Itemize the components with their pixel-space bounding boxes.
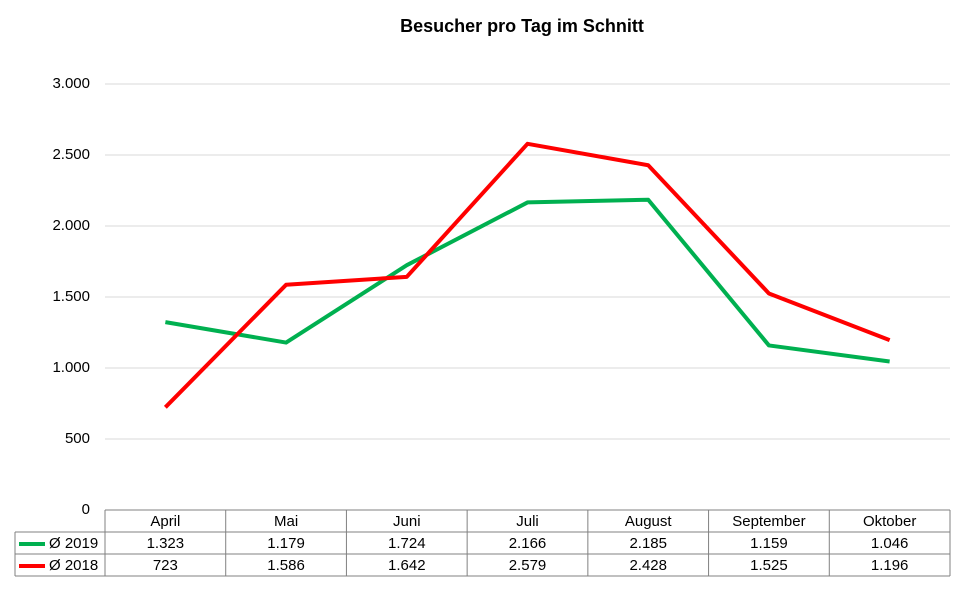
- y-tick-label: 3.000: [52, 75, 90, 92]
- chart-title: Besucher pro Tag im Schnitt: [400, 16, 644, 36]
- x-tick-label: Juni: [393, 513, 421, 530]
- y-tick-label: 2.500: [52, 146, 90, 163]
- legend-label: Ø 2019: [49, 535, 98, 552]
- data-label: 2.579: [509, 557, 547, 574]
- y-tick-label: 0: [82, 501, 90, 518]
- x-tick-label: April: [150, 513, 180, 530]
- data-label: 1.046: [871, 535, 909, 552]
- series-line: [165, 197, 890, 364]
- data-label: 723: [153, 557, 178, 574]
- legend-label: Ø 2018: [49, 557, 98, 574]
- x-tick-label: Juli: [516, 513, 539, 530]
- series-line: [163, 141, 891, 409]
- data-label: 1.323: [147, 535, 185, 552]
- y-tick-label: 1.500: [52, 288, 90, 305]
- x-tick-label: August: [625, 513, 673, 530]
- data-label: 2.428: [629, 557, 667, 574]
- y-tick-label: 1.000: [52, 359, 90, 376]
- data-label: 1.159: [750, 535, 788, 552]
- x-tick-label: September: [732, 513, 805, 530]
- data-label: 1.196: [871, 557, 909, 574]
- y-tick-label: 500: [65, 430, 90, 447]
- data-label: 1.525: [750, 557, 788, 574]
- data-label: 2.166: [509, 535, 547, 552]
- data-label: 1.642: [388, 557, 426, 574]
- data-label: 2.185: [629, 535, 667, 552]
- x-tick-label: Oktober: [863, 513, 916, 530]
- data-label: 1.179: [267, 535, 305, 552]
- data-label: 1.724: [388, 535, 426, 552]
- data-label: 1.586: [267, 557, 305, 574]
- x-tick-label: Mai: [274, 513, 298, 530]
- y-tick-label: 2.000: [52, 217, 90, 234]
